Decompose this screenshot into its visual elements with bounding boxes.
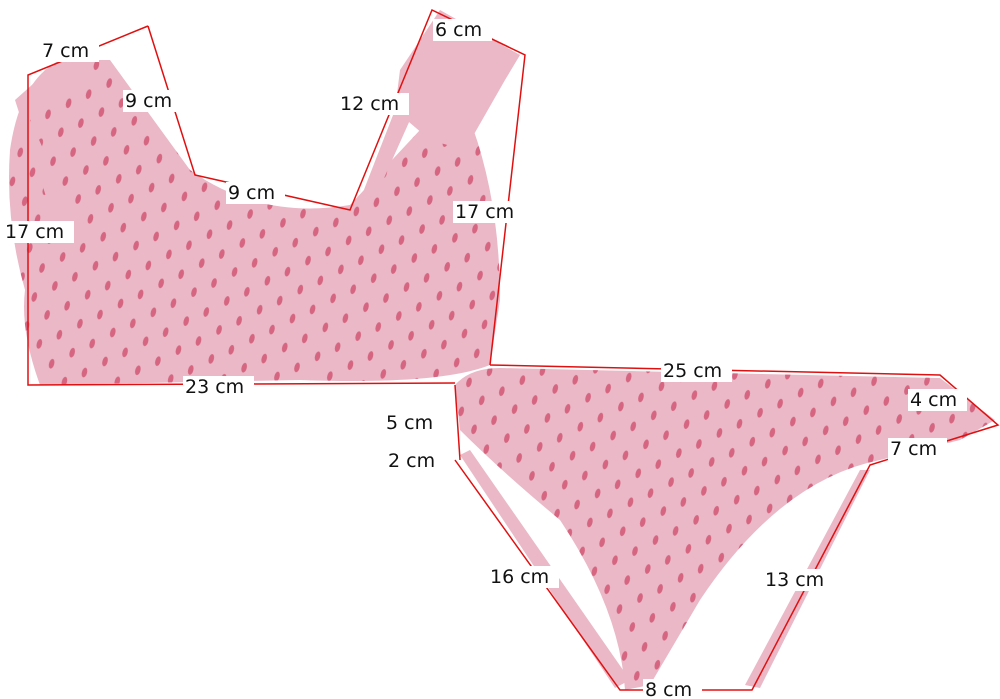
measurement-label-neckline: 9 cm [226, 182, 286, 204]
measurement-label-left-tie: 2 cm [386, 450, 446, 472]
measurement-label-right-height: 17 cm [453, 201, 525, 223]
measurement-label-left-strap: 9 cm [123, 90, 183, 112]
bikini-top [9, 10, 520, 385]
measurement-label-left-leg: 16 cm [488, 566, 560, 588]
measurement-label-crotch: 8 cm [643, 679, 703, 699]
measurement-label-top-strap-width: 7 cm [40, 40, 100, 62]
measurement-label-right-strap-width: 6 cm [433, 19, 493, 41]
measurement-label-left-side: 5 cm [384, 412, 444, 434]
measurement-label-right-hip: 7 cm [888, 438, 948, 460]
bikini-bottom [455, 368, 995, 690]
measurement-label-right-leg: 13 cm [763, 569, 835, 591]
measurement-label-right-strap: 12 cm [338, 93, 410, 115]
measurement-label-waist: 25 cm [661, 360, 733, 382]
measurement-label-right-side: 4 cm [908, 389, 968, 411]
measurement-label-left-height: 17 cm [3, 221, 75, 243]
measurement-label-top-width: 23 cm [183, 376, 255, 398]
